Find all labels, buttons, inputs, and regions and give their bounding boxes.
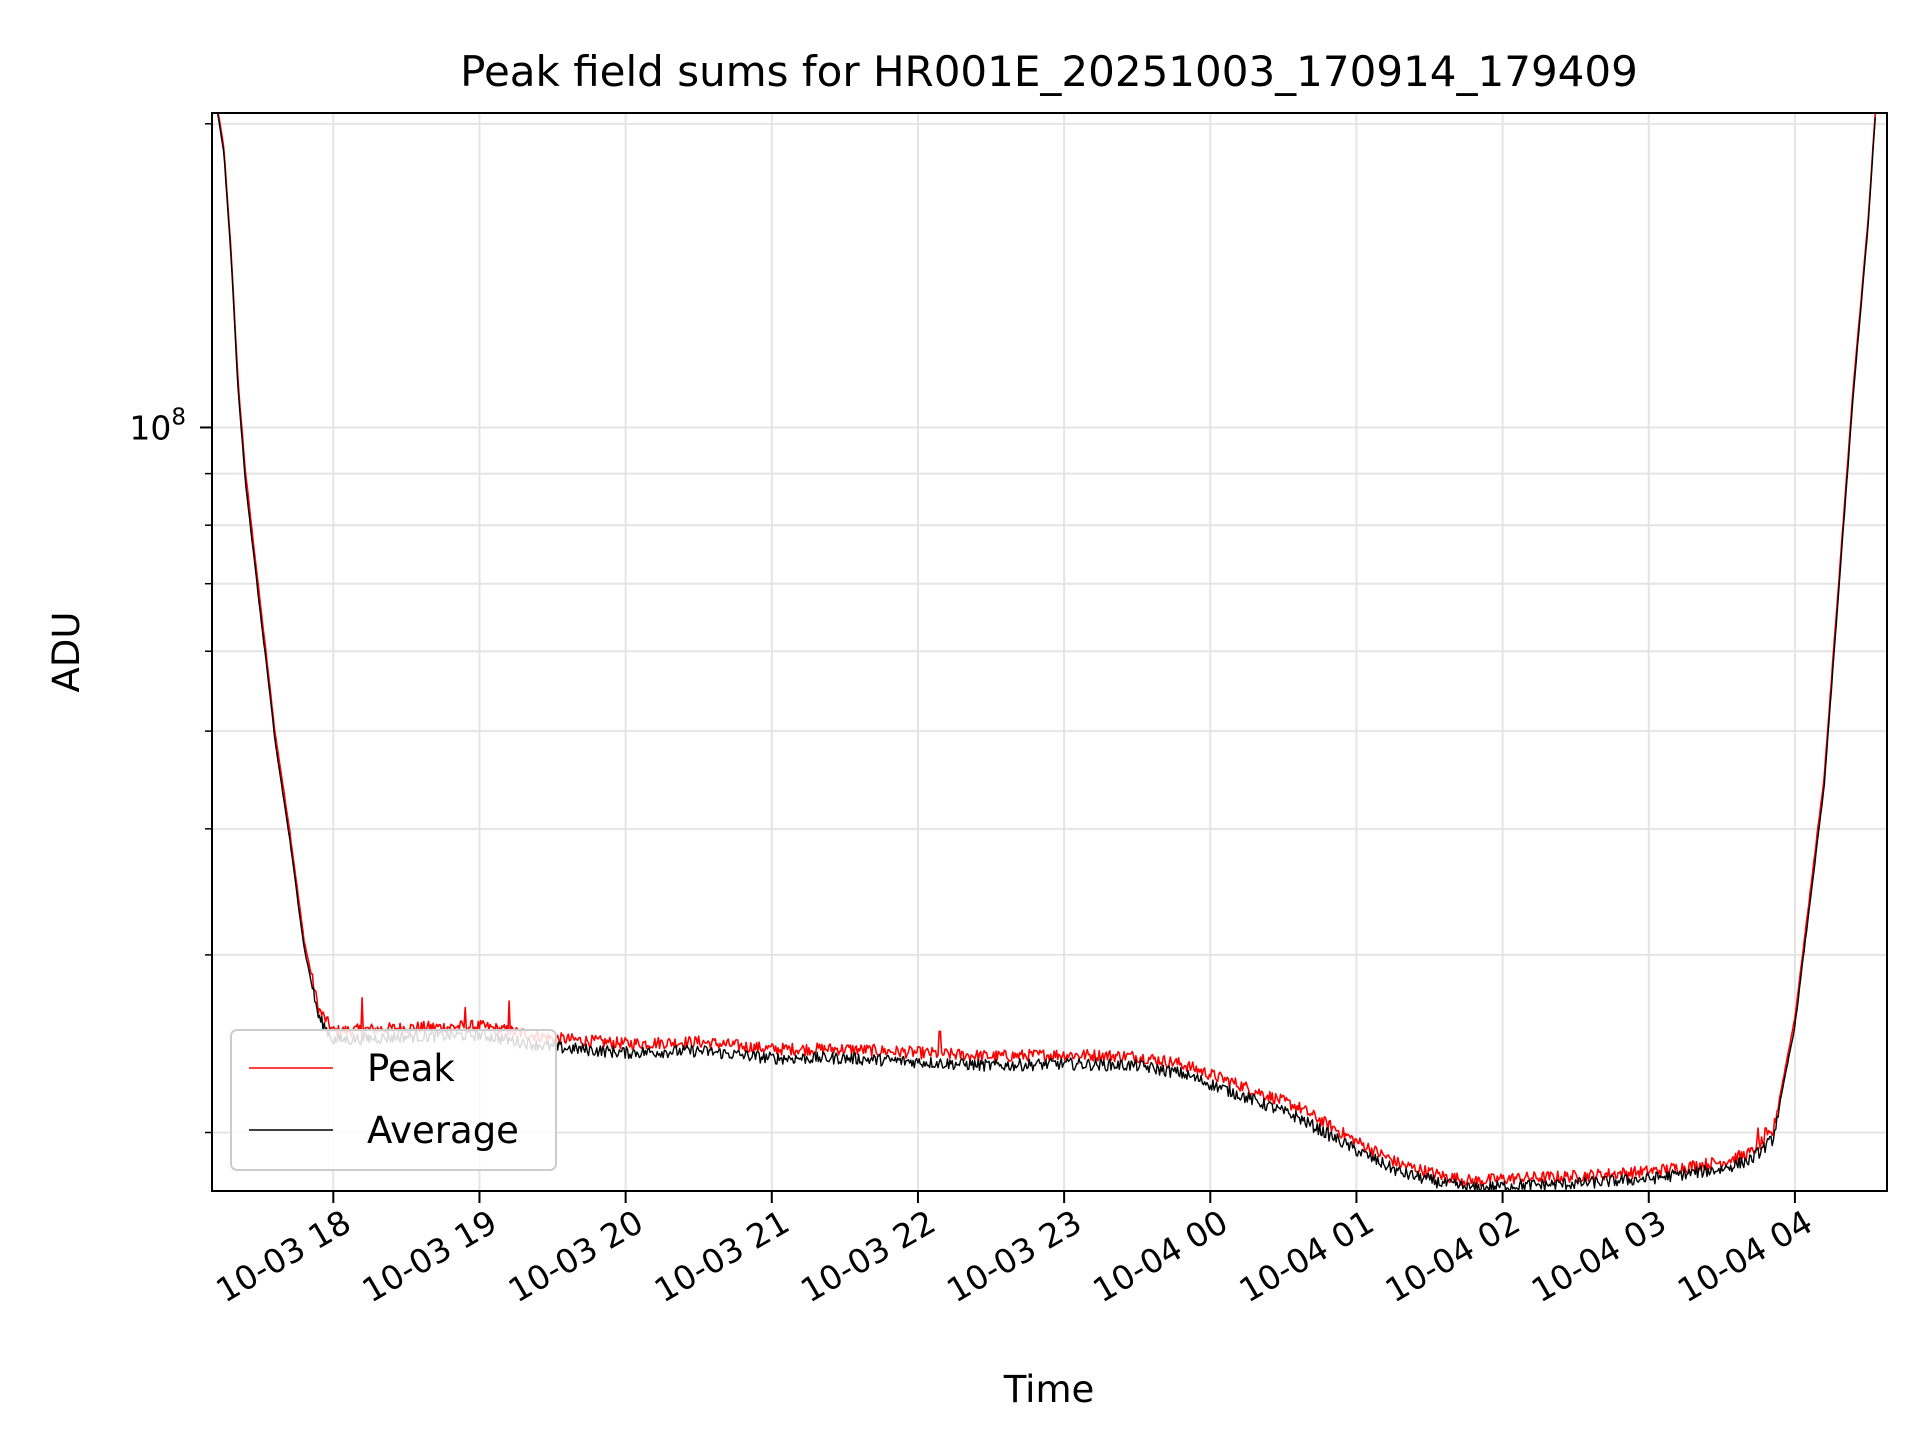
y-tick-label: 108: [129, 404, 186, 447]
legend-average-label: Average: [367, 1109, 519, 1152]
y-axis-label: ADU: [45, 612, 88, 693]
x-axis-label: Time: [1003, 1368, 1095, 1411]
chart-title: Peak field sums for HR001E_20251003_1709…: [460, 47, 1638, 96]
plot-frame: [211, 112, 1888, 1192]
legend-frame: [230, 1029, 557, 1171]
grid-layer: [212, 113, 1887, 1191]
legend: Peak Average: [230, 1029, 557, 1171]
legend-peak-label: Peak: [367, 1047, 455, 1090]
